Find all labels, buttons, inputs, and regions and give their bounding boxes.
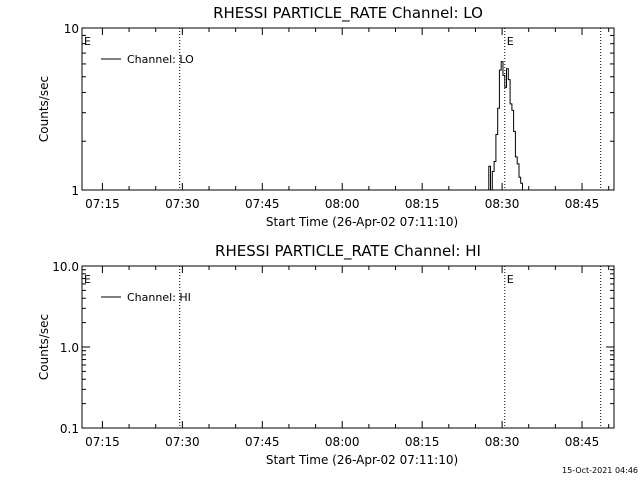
- chart1-ytick-label-2: 10: [64, 22, 79, 36]
- chart1-xlabel: Start Time (26-Apr-02 07:11:10): [266, 215, 458, 229]
- chart1-legend-label: Channel: LO: [127, 53, 194, 66]
- chart1-series-1: [487, 61, 527, 191]
- chart-panel-1: RHESSI PARTICLE_RATE Channel: LO 07:15 07:…: [37, 4, 615, 229]
- footer-timestamp: 15-Oct-2021 04:46: [562, 466, 638, 475]
- chart1-xtick-label-7: 08:45: [565, 197, 600, 211]
- chart2-ylabel: Counts/sec: [37, 314, 51, 380]
- chart2-title: RHESSI PARTICLE_RATE Channel: HI: [215, 242, 481, 261]
- chart1-xtick-label-1: 07:15: [85, 197, 120, 211]
- chart2-xtick-label-2: 07:30: [165, 435, 200, 449]
- chart2-ytick-label-2: 1.0: [60, 341, 79, 355]
- chart1-xtick-label-6: 08:30: [485, 197, 520, 211]
- chart2-xtick-label-1: 07:15: [85, 435, 120, 449]
- chart1-xtick-label-2: 07:30: [165, 197, 200, 211]
- chart2-marker-1: E: [84, 273, 91, 286]
- chart1-xtick-label-4: 08:00: [325, 197, 360, 211]
- chart1-frame: [81, 27, 615, 191]
- chart2-ytick-label-1: 0.1: [60, 422, 79, 436]
- chart2-xlabel: Start Time (26-Apr-02 07:11:10): [266, 453, 458, 467]
- chart-panel-2: RHESSI PARTICLE_RATE Channel: HI 07:15 07:…: [37, 242, 615, 467]
- chart1-marker-2: E: [507, 35, 514, 48]
- chart1-xtick-label-3: 07:45: [245, 197, 280, 211]
- chart2-ytick-label-3: 10.0: [52, 260, 79, 274]
- footer: 15-Oct-2021 04:46: [540, 466, 640, 478]
- chart1-ylabel: Counts/sec: [37, 76, 51, 142]
- chart1-ytick-label-1: 1: [71, 184, 79, 198]
- chart2-xtick-label-4: 08:00: [325, 435, 360, 449]
- chart2-xtick-label-5: 08:15: [405, 435, 440, 449]
- chart2-xtick-label-6: 08:30: [485, 435, 520, 449]
- chart1-marker-1: E: [84, 35, 91, 48]
- chart1-title: RHESSI PARTICLE_RATE Channel: LO: [213, 4, 483, 23]
- chart2-legend-label: Channel: HI: [127, 291, 191, 304]
- chart2-xtick-label-7: 08:45: [565, 435, 600, 449]
- chart2-marker-2: E: [507, 273, 514, 286]
- chart2-xtick-label-3: 07:45: [245, 435, 280, 449]
- chart1-xtick-label-5: 08:15: [405, 197, 440, 211]
